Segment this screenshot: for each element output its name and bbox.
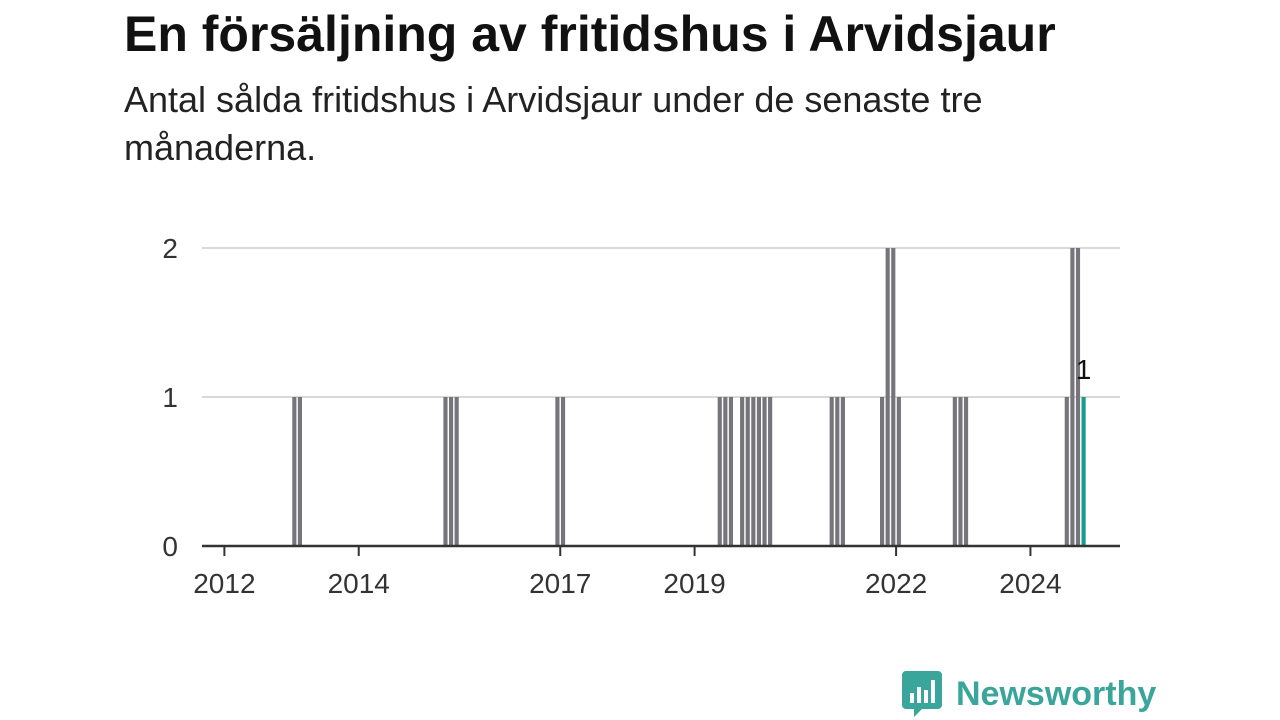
bar bbox=[952, 397, 957, 546]
y-tick-label: 0 bbox=[162, 531, 178, 562]
bar bbox=[756, 397, 762, 546]
bar bbox=[829, 397, 834, 546]
grid-lines bbox=[202, 247, 1120, 398]
bar bbox=[728, 397, 734, 546]
bar bbox=[443, 397, 448, 546]
newsworthy-chart-icon bbox=[902, 671, 942, 717]
y-tick-label: 2 bbox=[162, 233, 178, 264]
bar-highlight bbox=[1081, 397, 1086, 546]
chart-title: En försäljning av fritidshus i Arvidsjau… bbox=[124, 6, 1056, 62]
newsworthy-logo: Newsworthy bbox=[902, 670, 1156, 718]
x-tick-label: 2014 bbox=[328, 568, 390, 599]
bar bbox=[762, 397, 767, 546]
x-tick-label: 2017 bbox=[529, 568, 591, 599]
bar bbox=[963, 397, 969, 546]
x-tick-label: 2019 bbox=[663, 568, 725, 599]
x-tick-label: 2012 bbox=[193, 568, 255, 599]
bar bbox=[891, 248, 896, 546]
bar bbox=[1075, 248, 1081, 546]
bar bbox=[723, 397, 728, 546]
bar bbox=[740, 397, 745, 546]
bar bbox=[835, 397, 840, 546]
bar bbox=[880, 397, 885, 546]
bar bbox=[448, 397, 454, 546]
bar-chart: 0 1 2 2012 2014 2017 2019 2022 2024 1 bbox=[162, 233, 1120, 599]
axes bbox=[202, 544, 1120, 556]
bar bbox=[751, 397, 756, 546]
bar bbox=[885, 248, 890, 546]
x-tick-label: 2024 bbox=[999, 568, 1061, 599]
chart-subtitle: Antal sålda fritidshus i Arvidsjaur unde… bbox=[124, 79, 983, 168]
x-tick-label: 2022 bbox=[865, 568, 927, 599]
bar bbox=[717, 397, 722, 546]
bar bbox=[292, 397, 297, 546]
bar bbox=[560, 397, 566, 546]
bars bbox=[292, 248, 1086, 546]
y-tick-label: 1 bbox=[162, 382, 178, 413]
bar bbox=[745, 397, 750, 546]
bar bbox=[454, 397, 459, 546]
highlight-data-label: 1 bbox=[1076, 354, 1092, 385]
bar bbox=[1064, 397, 1069, 546]
bar bbox=[840, 397, 845, 546]
bar bbox=[1070, 248, 1075, 546]
bar bbox=[896, 397, 901, 546]
bar bbox=[958, 397, 963, 546]
bar bbox=[768, 397, 773, 546]
bar bbox=[297, 397, 303, 546]
bar bbox=[555, 397, 560, 546]
newsworthy-logo-text: Newsworthy bbox=[956, 675, 1157, 713]
labels: 0 1 2 2012 2014 2017 2019 2022 2024 1 bbox=[162, 233, 1091, 599]
